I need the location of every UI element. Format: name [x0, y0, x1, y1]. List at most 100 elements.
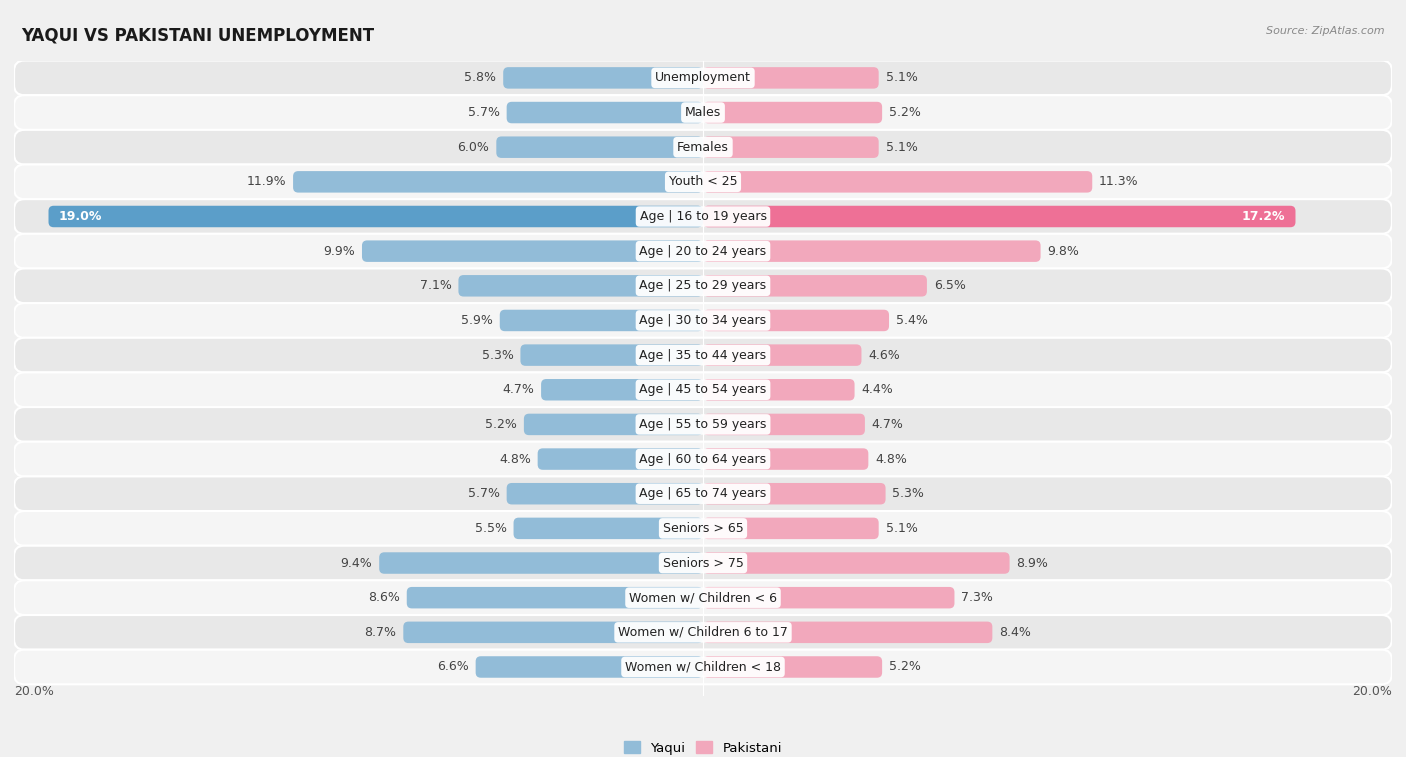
FancyBboxPatch shape: [14, 95, 1392, 130]
FancyBboxPatch shape: [703, 206, 1295, 227]
Text: Age | 60 to 64 years: Age | 60 to 64 years: [640, 453, 766, 466]
Text: Age | 65 to 74 years: Age | 65 to 74 years: [640, 488, 766, 500]
Text: 9.4%: 9.4%: [340, 556, 373, 569]
Text: 5.4%: 5.4%: [896, 314, 928, 327]
Text: 5.3%: 5.3%: [893, 488, 924, 500]
FancyBboxPatch shape: [14, 269, 1392, 303]
FancyBboxPatch shape: [406, 587, 703, 609]
FancyBboxPatch shape: [14, 511, 1392, 546]
Text: 20.0%: 20.0%: [14, 685, 53, 699]
FancyBboxPatch shape: [703, 656, 882, 678]
Text: 19.0%: 19.0%: [59, 210, 103, 223]
Text: Age | 35 to 44 years: Age | 35 to 44 years: [640, 349, 766, 362]
Text: 6.0%: 6.0%: [457, 141, 489, 154]
Text: 5.9%: 5.9%: [461, 314, 494, 327]
Text: 5.1%: 5.1%: [886, 522, 918, 535]
FancyBboxPatch shape: [14, 372, 1392, 407]
FancyBboxPatch shape: [14, 234, 1392, 269]
Text: YAQUI VS PAKISTANI UNEMPLOYMENT: YAQUI VS PAKISTANI UNEMPLOYMENT: [21, 26, 374, 45]
Text: 4.8%: 4.8%: [499, 453, 531, 466]
FancyBboxPatch shape: [703, 310, 889, 332]
Text: Unemployment: Unemployment: [655, 71, 751, 84]
FancyBboxPatch shape: [506, 101, 703, 123]
Text: Women w/ Children 6 to 17: Women w/ Children 6 to 17: [619, 626, 787, 639]
Text: 5.2%: 5.2%: [485, 418, 517, 431]
Text: Age | 30 to 34 years: Age | 30 to 34 years: [640, 314, 766, 327]
Text: 8.6%: 8.6%: [368, 591, 399, 604]
FancyBboxPatch shape: [703, 344, 862, 366]
Text: 4.7%: 4.7%: [872, 418, 904, 431]
FancyBboxPatch shape: [14, 199, 1392, 234]
Text: Women w/ Children < 6: Women w/ Children < 6: [628, 591, 778, 604]
Text: 4.6%: 4.6%: [869, 349, 900, 362]
Text: Seniors > 75: Seniors > 75: [662, 556, 744, 569]
FancyBboxPatch shape: [703, 483, 886, 504]
Text: Age | 20 to 24 years: Age | 20 to 24 years: [640, 245, 766, 257]
FancyBboxPatch shape: [537, 448, 703, 470]
Text: 5.5%: 5.5%: [475, 522, 506, 535]
FancyBboxPatch shape: [703, 67, 879, 89]
FancyBboxPatch shape: [14, 650, 1392, 684]
Text: Age | 55 to 59 years: Age | 55 to 59 years: [640, 418, 766, 431]
FancyBboxPatch shape: [703, 413, 865, 435]
Text: Females: Females: [678, 141, 728, 154]
Text: 5.7%: 5.7%: [468, 488, 499, 500]
Text: 8.7%: 8.7%: [364, 626, 396, 639]
FancyBboxPatch shape: [14, 442, 1392, 476]
Text: 9.9%: 9.9%: [323, 245, 356, 257]
Text: Source: ZipAtlas.com: Source: ZipAtlas.com: [1267, 26, 1385, 36]
FancyBboxPatch shape: [404, 621, 703, 643]
FancyBboxPatch shape: [524, 413, 703, 435]
FancyBboxPatch shape: [520, 344, 703, 366]
FancyBboxPatch shape: [703, 275, 927, 297]
Text: Age | 16 to 19 years: Age | 16 to 19 years: [640, 210, 766, 223]
FancyBboxPatch shape: [499, 310, 703, 332]
FancyBboxPatch shape: [458, 275, 703, 297]
Text: Youth < 25: Youth < 25: [669, 176, 737, 188]
FancyBboxPatch shape: [703, 171, 1092, 192]
FancyBboxPatch shape: [513, 518, 703, 539]
Text: 7.3%: 7.3%: [962, 591, 993, 604]
FancyBboxPatch shape: [14, 164, 1392, 199]
Text: 11.3%: 11.3%: [1099, 176, 1139, 188]
FancyBboxPatch shape: [48, 206, 703, 227]
FancyBboxPatch shape: [292, 171, 703, 192]
FancyBboxPatch shape: [361, 241, 703, 262]
FancyBboxPatch shape: [14, 130, 1392, 164]
FancyBboxPatch shape: [541, 379, 703, 400]
Text: 4.4%: 4.4%: [862, 383, 893, 396]
FancyBboxPatch shape: [703, 241, 1040, 262]
Text: 6.5%: 6.5%: [934, 279, 966, 292]
FancyBboxPatch shape: [14, 61, 1392, 95]
Text: 5.8%: 5.8%: [464, 71, 496, 84]
FancyBboxPatch shape: [14, 476, 1392, 511]
Text: 9.8%: 9.8%: [1047, 245, 1080, 257]
Text: Age | 25 to 29 years: Age | 25 to 29 years: [640, 279, 766, 292]
Legend: Yaqui, Pakistani: Yaqui, Pakistani: [619, 736, 787, 757]
FancyBboxPatch shape: [380, 553, 703, 574]
FancyBboxPatch shape: [703, 518, 879, 539]
FancyBboxPatch shape: [14, 303, 1392, 338]
FancyBboxPatch shape: [475, 656, 703, 678]
FancyBboxPatch shape: [14, 546, 1392, 581]
Text: 5.1%: 5.1%: [886, 141, 918, 154]
FancyBboxPatch shape: [14, 407, 1392, 442]
Text: 4.7%: 4.7%: [502, 383, 534, 396]
Text: Age | 45 to 54 years: Age | 45 to 54 years: [640, 383, 766, 396]
Text: Seniors > 65: Seniors > 65: [662, 522, 744, 535]
Text: 20.0%: 20.0%: [1353, 685, 1392, 699]
FancyBboxPatch shape: [703, 448, 869, 470]
FancyBboxPatch shape: [703, 553, 1010, 574]
FancyBboxPatch shape: [14, 581, 1392, 615]
Text: 6.6%: 6.6%: [437, 661, 468, 674]
FancyBboxPatch shape: [14, 338, 1392, 372]
FancyBboxPatch shape: [703, 587, 955, 609]
Text: Women w/ Children < 18: Women w/ Children < 18: [626, 661, 780, 674]
Text: 5.3%: 5.3%: [482, 349, 513, 362]
Text: 5.1%: 5.1%: [886, 71, 918, 84]
Text: 8.9%: 8.9%: [1017, 556, 1049, 569]
Text: 17.2%: 17.2%: [1241, 210, 1285, 223]
Text: 7.1%: 7.1%: [419, 279, 451, 292]
FancyBboxPatch shape: [703, 379, 855, 400]
Text: 5.2%: 5.2%: [889, 106, 921, 119]
